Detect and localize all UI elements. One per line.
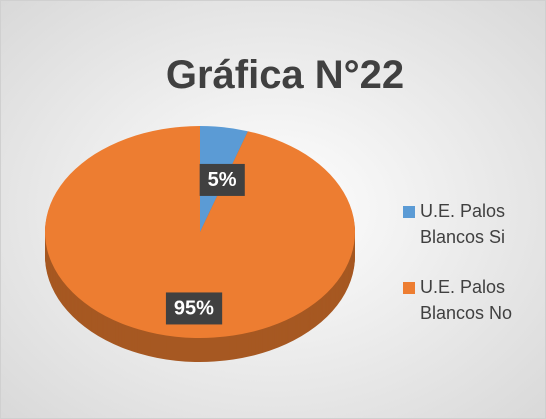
legend-swatch	[403, 282, 415, 294]
data-label-box	[165, 292, 223, 325]
legend-label: U.E. Palos Blancos Si	[420, 201, 506, 247]
data-label-box	[199, 163, 245, 196]
data-label-group: 5%	[199, 163, 245, 196]
chart-title: Gráfica N°22	[166, 53, 404, 97]
pie-slice	[44, 126, 355, 339]
data-label: 95%	[174, 297, 214, 319]
data-label: 5%	[208, 169, 237, 191]
data-label-group: 95%	[165, 292, 223, 325]
legend-label: U.E. Palos Blancos No	[420, 277, 513, 323]
legend-swatch	[403, 206, 415, 218]
